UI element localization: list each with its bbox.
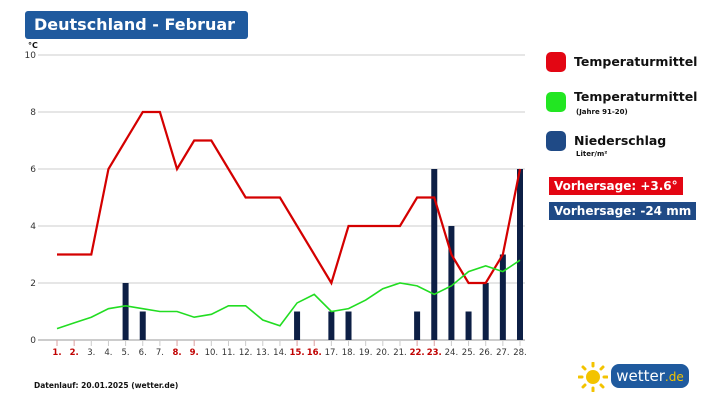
y-tick-label: 2 <box>30 279 36 289</box>
legend-label-temperature-normal: Temperaturmittel <box>574 89 698 104</box>
legend-sublabel-temperature-normal: (Jahre 91-20) <box>576 108 628 116</box>
legend-sublabel-precipitation: Liter/m² <box>576 150 608 158</box>
precipitation-bar <box>482 283 489 340</box>
legend-swatch-precipitation <box>546 131 566 151</box>
temperature-normal-line <box>56 259 521 330</box>
precipitation-bar <box>448 226 455 340</box>
precipitation-bar <box>294 311 301 340</box>
x-tick-label: 16. <box>307 348 322 358</box>
x-tick-label: 11. <box>222 348 236 358</box>
precipitation-bar <box>517 169 523 340</box>
precipitation-bar <box>328 311 335 340</box>
legend-label-temperature: Temperaturmittel <box>574 54 698 69</box>
precipitation-bar <box>431 169 438 340</box>
x-tick-label: 6. <box>139 348 147 358</box>
x-tick-label: 5. <box>122 348 130 358</box>
precipitation-bar <box>465 311 472 340</box>
x-tick-label: 8. <box>172 348 181 358</box>
x-tick-label: 15. <box>290 348 305 358</box>
x-tick-label: 12. <box>239 348 253 358</box>
x-tick-label: 10. <box>205 348 219 358</box>
x-tick-label: 3. <box>87 348 95 358</box>
x-tick-label: 26. <box>479 348 493 358</box>
precipitation-bar <box>139 311 146 340</box>
y-axis-label: °C <box>28 41 38 50</box>
forecast-temperature-badge: Vorhersage: +3.6° <box>549 177 683 195</box>
legend-swatch-temperature-normal <box>546 92 566 112</box>
x-tick-label: 2. <box>70 348 79 358</box>
x-tick-label: 17. <box>325 348 339 358</box>
precipitation-bar <box>122 283 129 340</box>
x-tick-label: 25. <box>462 348 476 358</box>
legend-swatch-temperature <box>546 52 566 72</box>
forecast-precipitation-badge: Vorhersage: -24 mm <box>549 202 697 220</box>
x-tick-label: 20. <box>376 348 390 358</box>
data-run-note: Datenlauf: 20.01.2025 (wetter.de) <box>34 381 179 390</box>
wetter-de-logo[interactable]: wetter.de <box>611 364 689 388</box>
precipitation-bar <box>414 311 421 340</box>
x-tick-label: 19. <box>359 348 373 358</box>
temperature-line <box>57 110 522 286</box>
x-tick-label: 7. <box>156 348 164 358</box>
x-tick-label: 23. <box>427 348 442 358</box>
y-tick-label: 0 <box>30 336 36 346</box>
y-tick-label: 8 <box>30 108 36 118</box>
x-tick-label: 4. <box>104 348 112 358</box>
precipitation-bar <box>499 254 506 340</box>
x-tick-label: 28. <box>513 348 527 358</box>
x-tick-label: 22. <box>410 348 425 358</box>
y-tick-label: 4 <box>30 222 36 232</box>
x-tick-label: 21. <box>393 348 407 358</box>
legend-label-precipitation: Niederschlag <box>574 133 667 148</box>
x-tick-label: 1. <box>52 348 61 358</box>
page-title: Deutschland - Februar <box>25 11 248 39</box>
x-tick-label: 13. <box>256 348 270 358</box>
precipitation-bar <box>345 311 352 340</box>
sun-icon <box>578 362 608 392</box>
x-tick-label: 14. <box>273 348 287 358</box>
y-tick-label: 10 <box>25 51 37 61</box>
x-tick-label: 18. <box>342 348 356 358</box>
x-tick-label: 9. <box>190 348 199 358</box>
x-tick-label: 24. <box>445 348 459 358</box>
x-tick-label: 27. <box>496 348 510 358</box>
y-tick-label: 6 <box>30 165 36 175</box>
